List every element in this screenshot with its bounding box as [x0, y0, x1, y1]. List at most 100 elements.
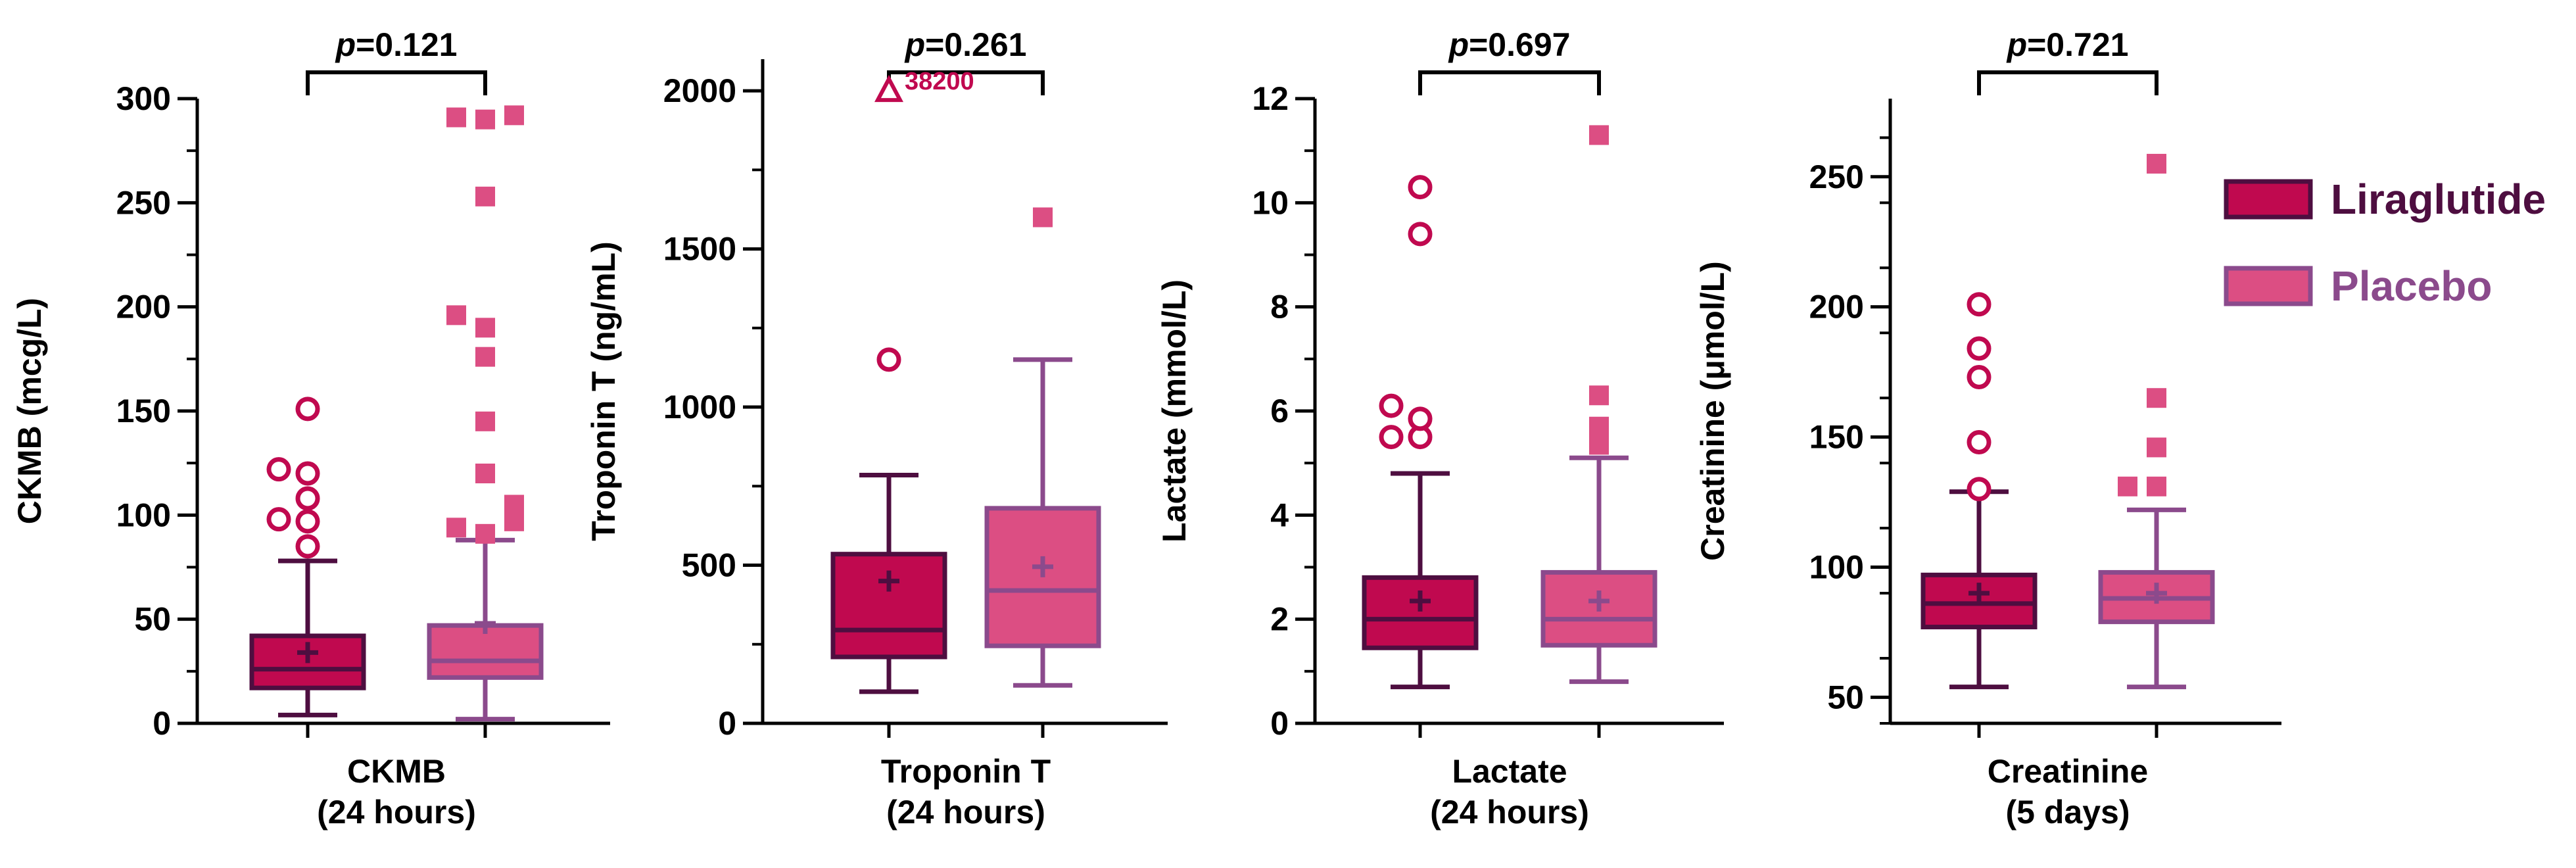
placebo-box [427, 105, 544, 722]
legend-swatch [2224, 179, 2313, 220]
chart-panel: 0 500 1000 1500 2000 Troponin T (ng/mL) Tropon… [585, 26, 1168, 831]
outlier-point [1589, 416, 1609, 437]
x-category-label: (24 hours) [1430, 794, 1589, 831]
x-category-label: Troponin T [881, 753, 1051, 790]
legend: Liraglutide Placebo [2224, 176, 2546, 310]
y-tick-label: 250 [116, 184, 171, 221]
outlier-point [446, 518, 466, 538]
y-tick-label: 0 [718, 705, 736, 742]
y-tick-label: 0 [1270, 705, 1289, 742]
placebo-box [1540, 125, 1658, 685]
chart-panel: 0 50 100 150 200 250 300 CKMB (mcg/L) CKMB (24 ho… [11, 26, 610, 831]
y-tick-label: 50 [134, 601, 171, 638]
p-symbol: p [335, 26, 356, 63]
liraglutide-box: 38200 [830, 68, 974, 694]
placebo-box [984, 207, 1101, 688]
p-value: =0.261 [925, 26, 1026, 63]
liraglutide-box [1362, 175, 1479, 690]
outlier-point [475, 318, 495, 338]
outlier-point [446, 107, 466, 128]
significance-bracket [306, 70, 487, 95]
outlier-point [2147, 437, 2166, 458]
outlier-point [1379, 393, 1404, 418]
x-category-label: (5 days) [2006, 794, 2130, 831]
outlier-point [475, 464, 495, 483]
iqr-box [427, 623, 544, 680]
y-tick-label: 300 [116, 80, 171, 117]
x-category-label: CKMB [347, 753, 446, 790]
outlier-point [295, 397, 320, 422]
outlier-point [1967, 292, 1992, 317]
y-axis-title: Lactate (mmol/L) [1156, 279, 1193, 542]
p-value: =0.721 [2027, 26, 2128, 63]
y-tick-label: 500 [682, 547, 736, 584]
significance-bracket [1977, 70, 2159, 95]
outlier-point [1408, 222, 1433, 247]
legend-label: Liraglutide [2331, 176, 2546, 223]
p-symbol: p [2006, 26, 2028, 63]
legend-swatch [2224, 266, 2313, 306]
outlier-point [1033, 207, 1053, 228]
outlier-point [1408, 175, 1433, 200]
y-tick-label: 10 [1252, 184, 1289, 221]
liraglutide-box [249, 397, 366, 717]
outlier-point [295, 486, 320, 511]
outlier-point [475, 109, 495, 130]
y-tick-label: 100 [1809, 549, 1864, 586]
outlier-point [1589, 435, 1609, 455]
outlier-point [475, 523, 495, 544]
y-tick-label: 250 [1809, 158, 1864, 195]
x-category-label: (24 hours) [317, 794, 476, 831]
outlier-point [266, 457, 291, 482]
y-tick-label: 1000 [663, 389, 736, 425]
x-category-label: (24 hours) [886, 794, 1045, 831]
y-axis-title: Troponin T (ng/mL) [585, 241, 622, 541]
offscale-marker [874, 74, 903, 103]
outlier-point [2118, 476, 2137, 496]
x-category-label: Lactate [1452, 753, 1567, 790]
p-symbol: p [1448, 26, 1469, 63]
outlier-point [295, 509, 320, 534]
placebo-box [2098, 153, 2215, 690]
outlier-point [266, 507, 291, 532]
chart-panel: 50 100 150 200 250 Creatinine (μmol/L) Creatin… [1694, 26, 2281, 831]
y-tick-label: 1500 [663, 231, 736, 268]
outlier-point [876, 347, 901, 372]
outlier-point [2147, 476, 2166, 496]
outlier-point [504, 105, 524, 126]
outlier-point [2147, 388, 2166, 408]
y-tick-label: 150 [1809, 419, 1864, 456]
y-tick-label: 200 [1809, 289, 1864, 326]
y-tick-label: 6 [1270, 393, 1289, 429]
y-axis-title: CKMB (mcg/L) [11, 298, 48, 524]
significance-bracket [1418, 70, 1601, 95]
x-category-label: Creatinine [1988, 753, 2149, 790]
y-tick-label: 200 [116, 289, 171, 326]
p-symbol: p [904, 26, 926, 63]
y-tick-label: 12 [1252, 80, 1289, 117]
outlier-point [1967, 336, 1992, 361]
y-tick-label: 0 [153, 705, 171, 742]
outlier-point [1967, 365, 1992, 390]
y-tick-label: 50 [1827, 679, 1864, 715]
outlier-point [295, 461, 320, 486]
y-axis-title: Creatinine (μmol/L) [1694, 261, 1731, 561]
y-tick-label: 100 [116, 496, 171, 533]
y-tick-label: 8 [1270, 289, 1289, 326]
p-value-label: p=0.121 [335, 26, 458, 63]
y-tick-label: 4 [1270, 496, 1289, 533]
p-value-label: p=0.721 [2006, 26, 2129, 63]
outlier-point [446, 305, 466, 326]
outlier-point [475, 186, 495, 206]
outlier-point [1379, 425, 1404, 450]
outlier-point [2147, 153, 2166, 174]
outlier-point [1589, 125, 1609, 145]
iqr-box [1362, 575, 1479, 650]
liraglutide-box [1920, 292, 2038, 690]
y-tick-label: 150 [116, 393, 171, 429]
legend-label: Placebo [2331, 262, 2492, 310]
outlier-point [1589, 385, 1609, 406]
iqr-box [830, 552, 947, 660]
p-value: =0.121 [356, 26, 457, 63]
offscale-label: 38200 [905, 68, 974, 95]
